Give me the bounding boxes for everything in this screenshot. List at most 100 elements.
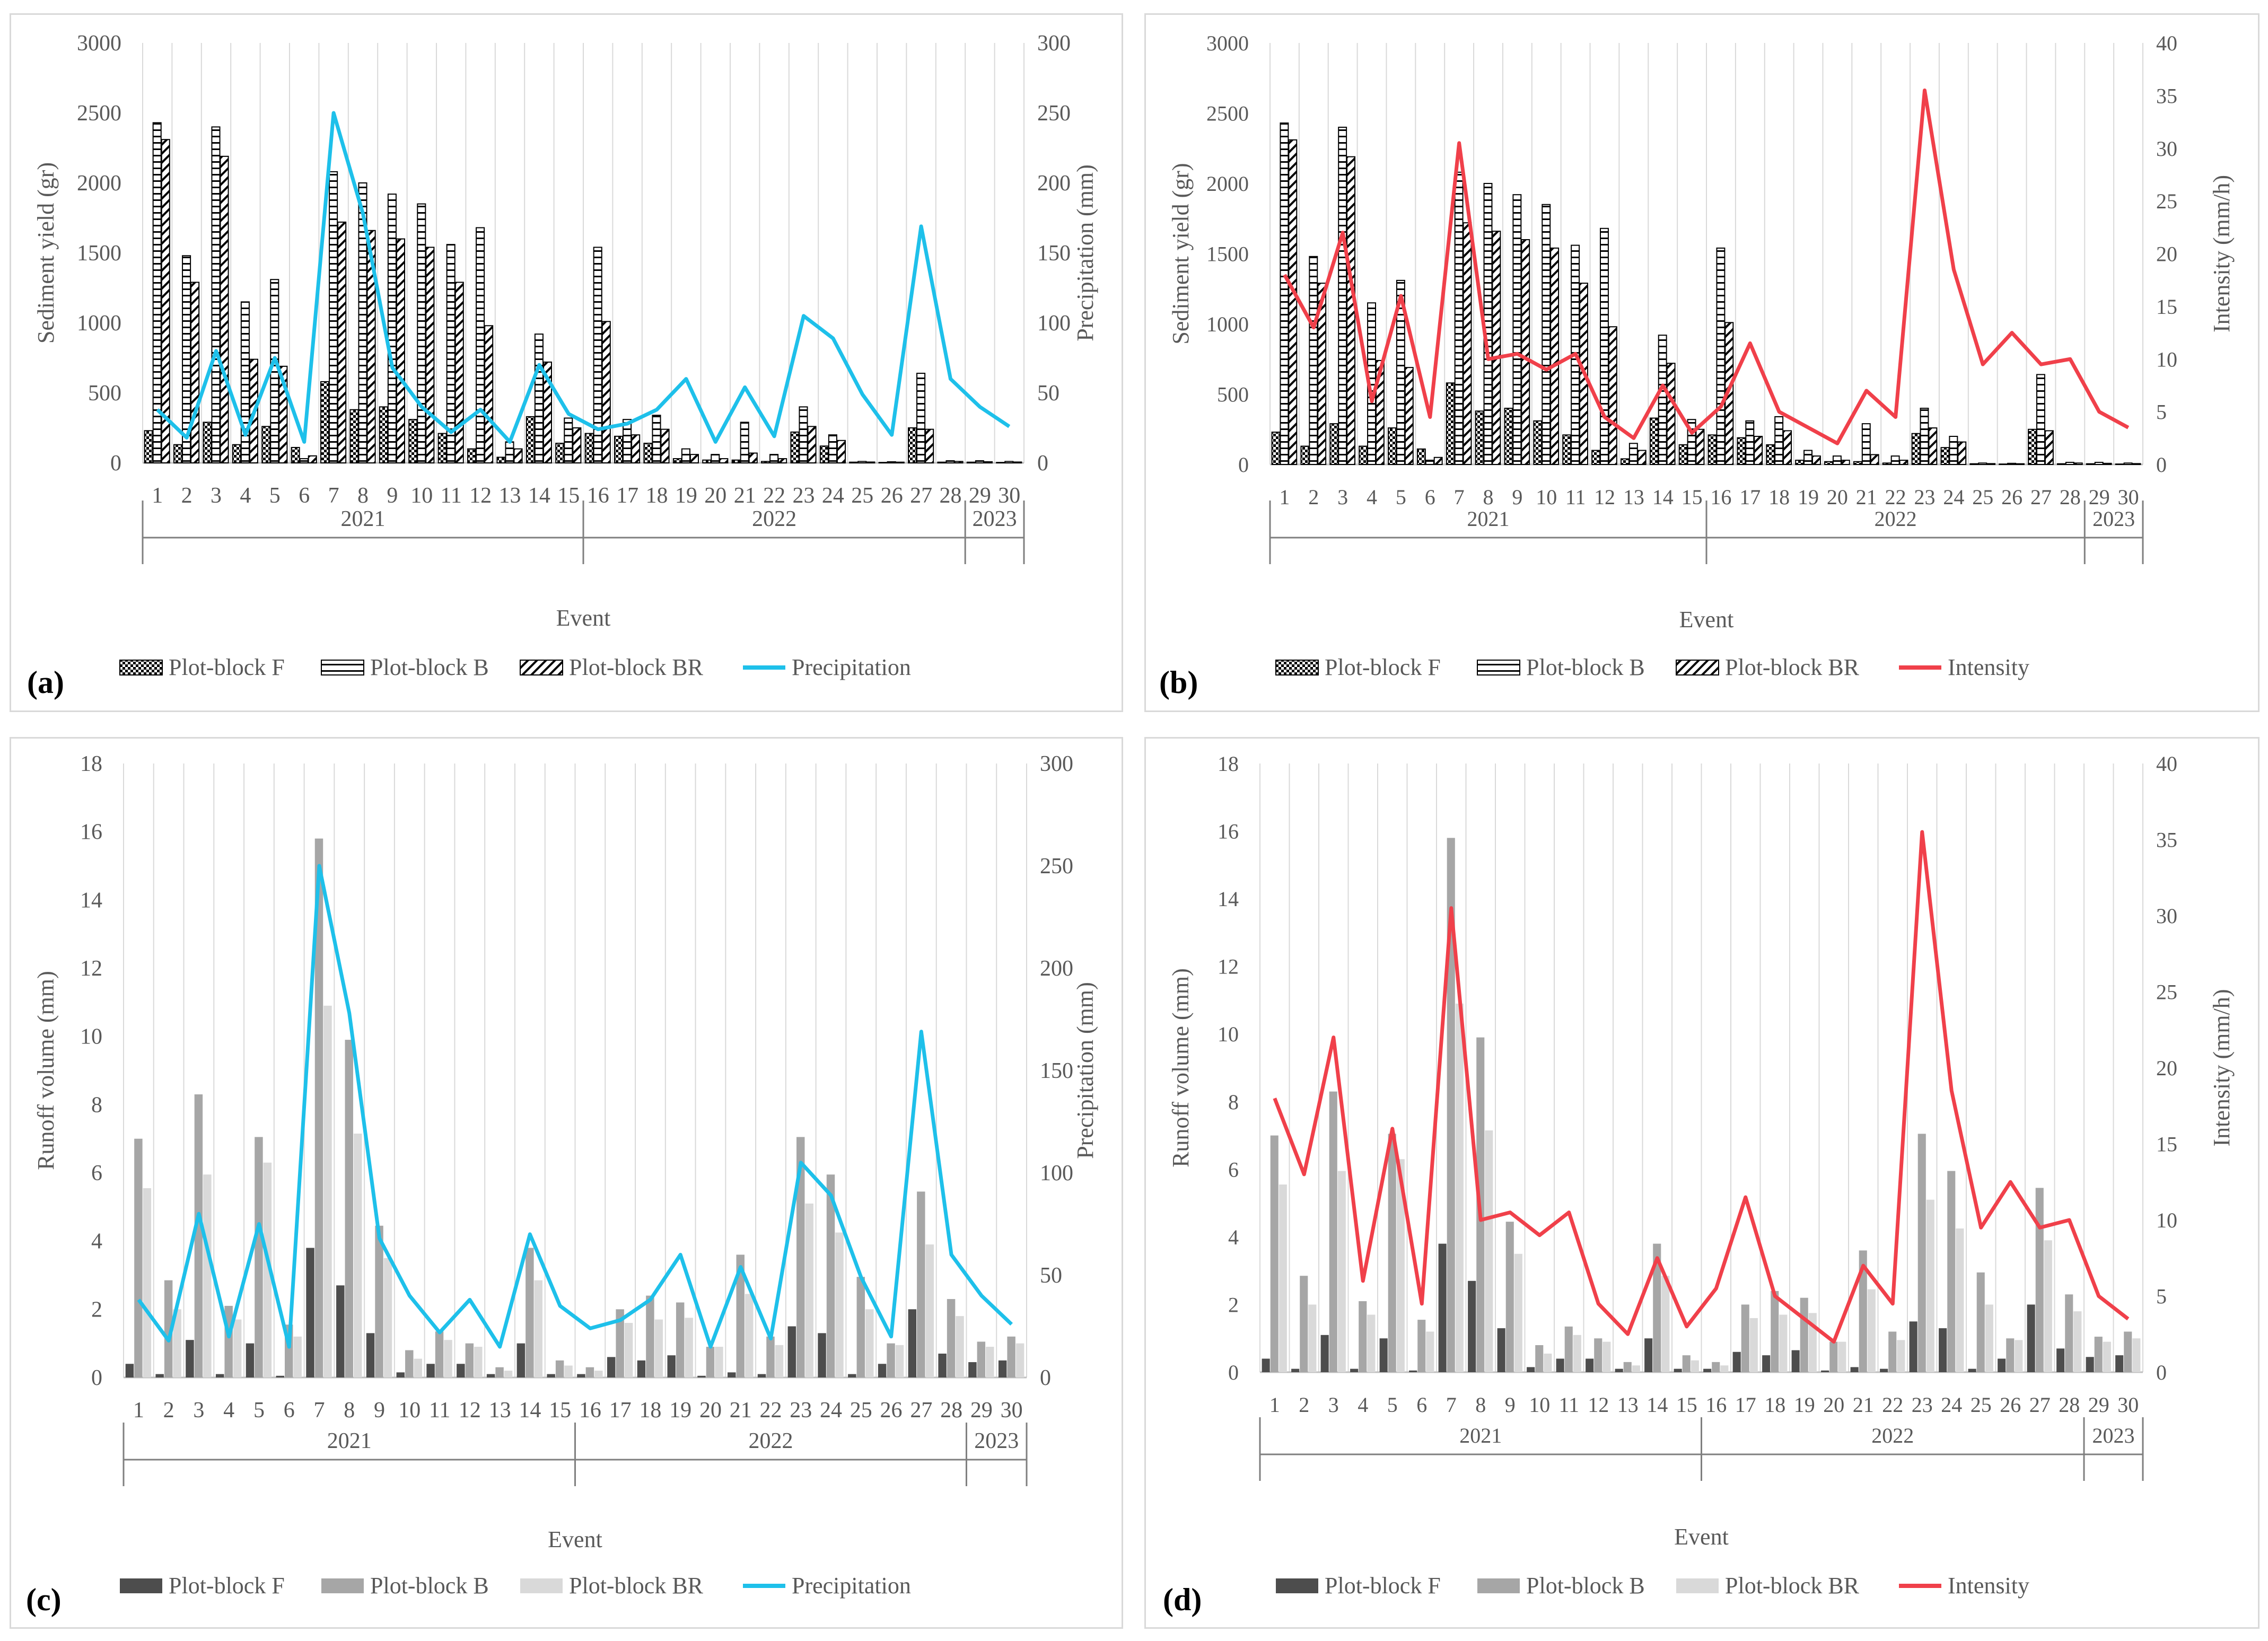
bar-plot-block-f — [1388, 427, 1397, 465]
bar-plot-block-f — [2086, 1357, 2094, 1372]
bar-plot-block-b — [917, 1191, 925, 1377]
bar-plot-block-b — [211, 126, 221, 463]
panel-label-b: (b) — [1159, 665, 1198, 700]
bar-plot-block-br — [685, 1318, 693, 1377]
bar-plot-block-br — [1928, 427, 1938, 465]
x-tick-label: 9 — [1512, 485, 1522, 509]
x-tick-label: 2 — [181, 484, 192, 508]
x-tick-label: 19 — [1798, 485, 1819, 509]
bar-plot-block-f — [306, 1248, 314, 1377]
x-tick-label: 5 — [1387, 1393, 1398, 1417]
bar-plot-block-b — [1774, 416, 1784, 466]
x-tick-label: 27 — [2029, 1393, 2051, 1417]
x-tick-label: 1 — [1279, 485, 1290, 509]
y-axis-right: 0 50 100 150 200 250 300 — [1037, 31, 1071, 476]
legend-label: Plot-block BR — [1725, 654, 1860, 680]
bar-plot-block-f — [1998, 1358, 2006, 1372]
bar-plot-block-br — [1637, 450, 1647, 465]
bar-plot-block-f — [1438, 1243, 1447, 1372]
x-tick-label: 23 — [793, 484, 815, 508]
x-axis: 1 2 3 4 5 6 7 8 9 10 11 12 13 14 15 16 17 18 19 20 21 22 23 24 2… — [1279, 485, 2139, 509]
x-axis-title: Event — [1674, 1524, 1729, 1550]
legend-label: Plot-block B — [1526, 654, 1645, 680]
y-tick-label: 500 — [88, 381, 121, 406]
bar-plot-block-b — [564, 417, 573, 464]
bar-plot-block-b — [736, 1254, 745, 1377]
legend-label: Plot-block B — [370, 654, 489, 680]
bar-plot-block-f — [1762, 1355, 1771, 1372]
bar-plot-block-f — [1533, 420, 1543, 465]
bar-plot-block-b — [495, 1367, 504, 1377]
y2-tick-label: 10 — [2156, 1208, 2177, 1232]
y2-tick-label: 0 — [2156, 1361, 2167, 1384]
x-tick-label: 13 — [489, 1398, 511, 1423]
bar-plot-block-f — [968, 1362, 977, 1377]
y2-tick-label: 250 — [1040, 854, 1073, 879]
bar-plot-block-f — [1909, 1321, 1917, 1372]
bar-plot-block-b — [1800, 1297, 1808, 1372]
x-tick-label: 7 — [1454, 485, 1465, 509]
bar-plot-block-b — [375, 1225, 383, 1377]
bar-plot-block-br — [2073, 1311, 2082, 1372]
year-label: 2021 — [1467, 507, 1510, 531]
bar-plot-block-f — [1707, 434, 1717, 465]
bar-plot-block-b — [1309, 256, 1318, 465]
bar-plot-block-b — [329, 171, 338, 463]
series-line-precipitation — [156, 111, 1011, 444]
y-axis-title: Sediment yield (gr) — [1168, 163, 1194, 344]
bar-plot-block-br — [1375, 359, 1385, 466]
y-tick-label: 2500 — [77, 101, 121, 126]
y-tick-label: 2 — [1228, 1293, 1239, 1317]
bar-plot-block-b — [857, 461, 867, 463]
bar-plot-block-b — [194, 1094, 203, 1377]
bar-plot-block-br — [534, 1280, 543, 1377]
bars — [1271, 122, 2141, 466]
bar-plot-block-b — [1270, 1135, 1279, 1372]
bar-plot-block-f — [1446, 382, 1455, 465]
x-tick-label: 26 — [881, 484, 903, 508]
bar-plot-block-br — [1521, 239, 1530, 465]
bar-plot-block-br — [1841, 460, 1850, 465]
bar-plot-block-b — [616, 1309, 624, 1377]
y-tick-label: 2000 — [1206, 172, 1249, 196]
bar-plot-block-br — [745, 1294, 754, 1377]
x-tick-label: 1 — [152, 484, 163, 508]
x-tick-label: 16 — [1705, 1393, 1727, 1417]
bar-plot-block-f — [1824, 461, 1833, 466]
bar-plot-block-br — [895, 1345, 904, 1377]
x-tick-label: 20 — [699, 1398, 722, 1423]
y-tick-label: 8 — [1228, 1090, 1239, 1114]
bar-plot-block-b — [1338, 127, 1347, 465]
y-tick-label: 12 — [80, 956, 102, 981]
x-tick-label: 15 — [557, 484, 580, 508]
bar-plot-block-f — [1615, 1368, 1623, 1372]
x-tick-label: 30 — [998, 484, 1020, 508]
bar-plot-block-br — [775, 1345, 784, 1377]
x-tick-label: 12 — [469, 484, 492, 508]
bar-plot-block-br — [263, 1162, 272, 1377]
y2-axis-title: Intensity (mm/h) — [2209, 175, 2235, 332]
x-tick-label: 11 — [1565, 485, 1586, 509]
bar-plot-block-f — [849, 461, 859, 463]
bar-plot-block-br — [2103, 462, 2112, 466]
legend-label: Precipitation — [792, 654, 911, 680]
bar-plot-block-b — [826, 1174, 835, 1377]
y2-tick-label: 15 — [2156, 295, 2177, 319]
x-tick-label: 1 — [1269, 1393, 1280, 1417]
y-axis-left: 0 2 4 6 8 10 12 14 16 18 — [80, 752, 102, 1390]
bar-plot-block-br — [778, 458, 787, 464]
year-axis: 2021 2022 2023 — [1269, 501, 2144, 564]
x-tick-label: 9 — [387, 484, 398, 508]
bar-plot-block-f — [1940, 447, 1950, 466]
bar-plot-block-b — [1890, 455, 1900, 465]
bar-plot-block-f — [1271, 432, 1281, 465]
y-tick-label: 12 — [1218, 955, 1239, 979]
bar-plot-block-br — [1783, 430, 1792, 466]
x-tick-label: 20 — [704, 484, 726, 508]
year-label: 2021 — [1459, 1424, 1502, 1447]
bar-plot-block-br — [1838, 1341, 1846, 1372]
x-tick-label: 27 — [910, 484, 932, 508]
bar-plot-block-b — [975, 460, 984, 463]
bar-plot-block-br — [925, 1244, 934, 1377]
bar-plot-block-br — [1544, 1353, 1552, 1372]
